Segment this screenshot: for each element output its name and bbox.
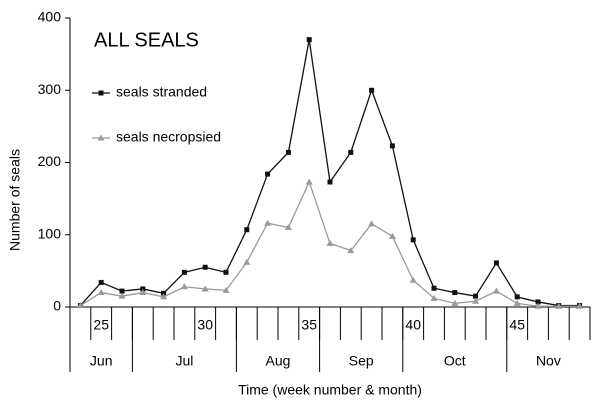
marker (305, 178, 313, 185)
marker (306, 37, 312, 43)
month-label: Sep (349, 353, 374, 369)
marker (264, 219, 272, 226)
marker (493, 260, 499, 266)
month-label: Aug (266, 353, 291, 369)
series-line (79, 39, 580, 307)
marker (492, 287, 500, 294)
y-tick-label: 400 (38, 9, 62, 25)
y-tick-label: 100 (38, 225, 62, 241)
legend-label: seals stranded (116, 84, 207, 100)
marker (285, 149, 291, 155)
x-tick-label: 45 (509, 317, 525, 333)
marker (98, 279, 104, 285)
month-label: Oct (444, 353, 466, 369)
marker (388, 232, 396, 239)
marker (326, 239, 334, 246)
x-tick-label: 30 (197, 317, 213, 333)
marker (265, 171, 271, 177)
marker (180, 283, 188, 290)
y-tick-label: 300 (38, 81, 62, 97)
marker (243, 258, 251, 265)
y-tick-label: 200 (38, 153, 62, 169)
marker (431, 285, 437, 291)
month-label: Jun (90, 353, 113, 369)
marker (97, 289, 105, 296)
x-tick-label: 25 (93, 317, 109, 333)
marker (389, 143, 395, 149)
marker (118, 292, 126, 299)
marker (139, 289, 147, 296)
marker (472, 297, 480, 304)
annotation: ALL SEALS (94, 29, 199, 51)
marker (410, 237, 416, 243)
legend-marker (98, 90, 104, 96)
marker (284, 224, 292, 231)
marker (223, 269, 229, 275)
marker (181, 269, 187, 275)
marker (348, 149, 354, 155)
marker (369, 87, 375, 93)
marker (534, 302, 542, 309)
marker (119, 288, 125, 294)
marker (222, 286, 230, 293)
marker (244, 227, 250, 233)
marker (555, 302, 563, 309)
marker (513, 299, 521, 306)
marker (535, 299, 541, 305)
legend-label: seals necropsied (116, 129, 221, 145)
month-label: Nov (536, 353, 561, 369)
marker (576, 302, 584, 309)
marker (473, 293, 479, 299)
marker (201, 285, 209, 292)
y-axis-label: Number of seals (7, 149, 23, 251)
month-label: Jul (175, 353, 193, 369)
marker (514, 294, 520, 300)
marker (409, 276, 417, 283)
marker (327, 179, 333, 185)
marker (76, 302, 84, 309)
marker (347, 247, 355, 254)
marker (368, 220, 376, 227)
x-axis-label: Time (week number & month) (238, 382, 422, 398)
marker (140, 286, 146, 292)
y-tick-label: 0 (53, 298, 61, 314)
legend-marker (97, 134, 105, 141)
marker (202, 264, 208, 270)
marker (452, 290, 458, 296)
x-tick-label: 35 (301, 317, 317, 333)
marker (430, 294, 438, 301)
marker (451, 299, 459, 306)
marker (160, 293, 168, 300)
marker (161, 290, 167, 296)
x-tick-label: 40 (405, 317, 421, 333)
